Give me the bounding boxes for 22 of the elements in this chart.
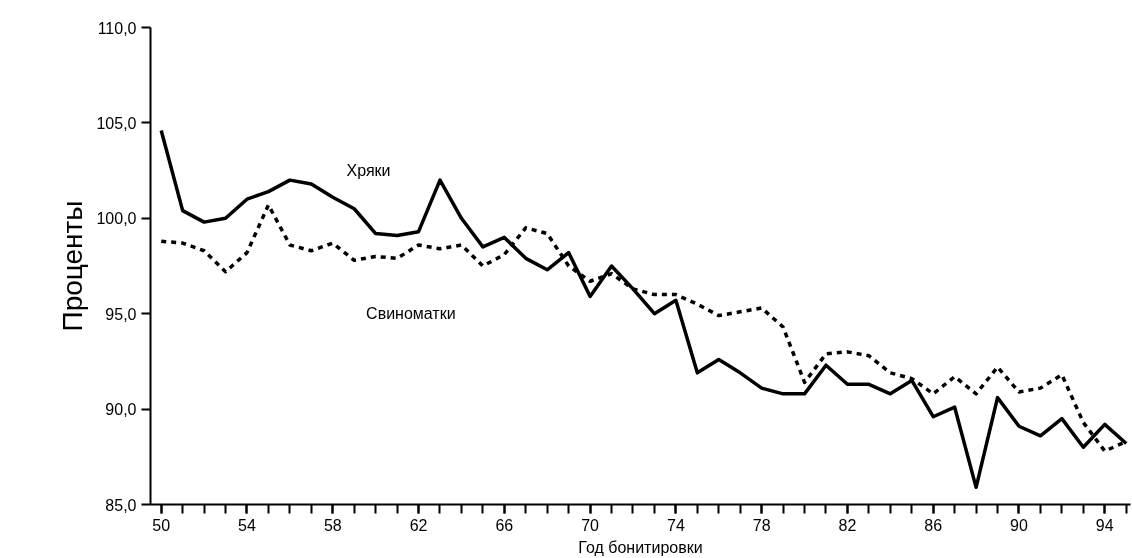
- x-tick-label: 66: [495, 516, 514, 534]
- x-tick-label: 70: [581, 516, 600, 534]
- series-label: Хряки: [346, 162, 391, 180]
- y-tick-label: 110,0: [97, 19, 137, 37]
- y-tick-label: 90,0: [105, 401, 137, 419]
- x-tick-label: 86: [924, 516, 943, 534]
- x-tick-label: 50: [152, 516, 171, 534]
- y-tick-label: 100,0: [96, 210, 137, 228]
- text: Свиноматки: [366, 305, 456, 323]
- x-tick-label: 54: [238, 516, 256, 534]
- y-axis-title: Проценты: [57, 200, 89, 332]
- y-tick-label: 85,0: [105, 496, 137, 514]
- x-tick-label: 62: [409, 516, 428, 534]
- x-tick-label: 82: [838, 516, 857, 534]
- x-tick-label: 74: [666, 516, 685, 534]
- x-tick-label: 94: [1095, 516, 1114, 534]
- y-tick-label: 105,0: [96, 114, 137, 132]
- y-tick-label: 95,0: [105, 305, 137, 323]
- x-tick-label: 90: [1010, 516, 1028, 534]
- x-tick-label: 58: [323, 516, 342, 534]
- x-axis-title: Год бонитировки: [578, 538, 703, 556]
- x-tick-label: 78: [752, 516, 771, 534]
